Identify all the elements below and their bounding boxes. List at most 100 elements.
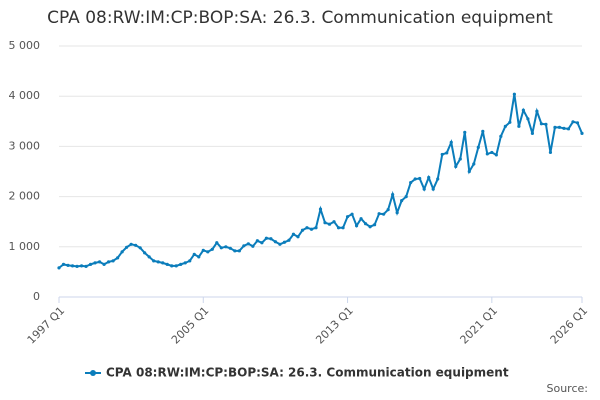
point	[553, 125, 557, 129]
point	[391, 192, 395, 197]
point	[580, 131, 584, 135]
y-tick-label: 3 000	[9, 139, 41, 152]
point	[458, 157, 462, 161]
point	[409, 180, 413, 185]
point	[454, 164, 458, 169]
point	[305, 226, 309, 230]
point	[440, 152, 444, 157]
point	[233, 249, 237, 253]
point	[278, 242, 282, 246]
point	[116, 256, 120, 260]
legend-marker	[90, 370, 96, 376]
point	[530, 131, 535, 135]
x-tick-label: 2026 Q1	[548, 304, 591, 347]
point	[571, 120, 575, 124]
point	[296, 235, 300, 239]
point	[512, 92, 516, 96]
point	[467, 169, 471, 174]
point	[377, 212, 381, 216]
legend-label: CPA 08:RW:IM:CP:BOP:SA: 26.3. Communicat…	[106, 366, 509, 380]
point	[323, 221, 327, 225]
point	[422, 187, 426, 191]
point	[485, 152, 489, 156]
point	[490, 150, 494, 155]
point	[386, 208, 390, 212]
point	[368, 225, 372, 229]
point	[400, 199, 404, 203]
point	[350, 212, 354, 216]
line	[58, 94, 583, 269]
point	[418, 176, 422, 181]
point	[336, 226, 341, 230]
x-tick-label: 2013 Q1	[313, 304, 356, 347]
point	[246, 242, 250, 246]
point	[224, 245, 228, 249]
point	[93, 261, 97, 265]
point	[210, 247, 214, 251]
x-tick-label: 2021 Q1	[458, 304, 501, 347]
point	[318, 207, 323, 211]
point	[251, 244, 255, 248]
point	[557, 125, 562, 129]
y-tick-label: 1 000	[9, 240, 41, 253]
point	[314, 226, 318, 230]
y-tick-label: 5 000	[9, 39, 41, 52]
point	[382, 212, 386, 216]
point	[183, 261, 187, 265]
point	[174, 264, 178, 268]
point	[66, 263, 70, 267]
source: Source:	[547, 382, 589, 395]
point	[575, 121, 580, 125]
point	[359, 217, 363, 221]
point	[526, 117, 530, 121]
point	[445, 151, 449, 155]
point	[503, 124, 507, 128]
point	[332, 220, 336, 224]
point	[260, 241, 264, 245]
point	[517, 124, 521, 128]
point	[75, 264, 79, 268]
point	[79, 264, 84, 268]
point	[102, 262, 106, 266]
point	[88, 262, 93, 266]
point	[106, 260, 111, 264]
x-tick-label: 2005 Q1	[169, 304, 212, 347]
point	[170, 264, 174, 268]
point	[291, 232, 296, 236]
point	[97, 260, 102, 264]
point	[535, 109, 539, 113]
point	[255, 239, 259, 243]
point	[494, 153, 498, 157]
point	[373, 223, 377, 227]
point	[395, 211, 399, 215]
point	[129, 242, 133, 246]
point	[125, 245, 129, 249]
point	[264, 236, 268, 240]
point	[57, 266, 61, 270]
point	[201, 248, 205, 252]
point	[237, 249, 241, 253]
point	[219, 246, 223, 250]
point	[134, 243, 138, 247]
point	[147, 255, 151, 259]
y-tick-label: 2 000	[9, 190, 41, 203]
point	[138, 246, 142, 250]
point	[273, 240, 278, 244]
point	[188, 259, 192, 263]
point	[269, 237, 273, 241]
point	[345, 215, 350, 219]
point	[179, 262, 183, 266]
point	[427, 175, 431, 180]
point	[84, 264, 88, 268]
point	[548, 150, 553, 155]
chart-title: CPA 08:RW:IM:CP:BOP:SA: 26.3. Communicat…	[47, 8, 553, 28]
point	[111, 259, 115, 263]
point	[544, 122, 548, 126]
point	[156, 260, 160, 264]
point	[120, 250, 124, 254]
y-tick-label: 0	[33, 290, 40, 303]
point	[363, 222, 368, 226]
point	[70, 264, 75, 268]
point	[300, 228, 305, 232]
point	[197, 255, 201, 259]
